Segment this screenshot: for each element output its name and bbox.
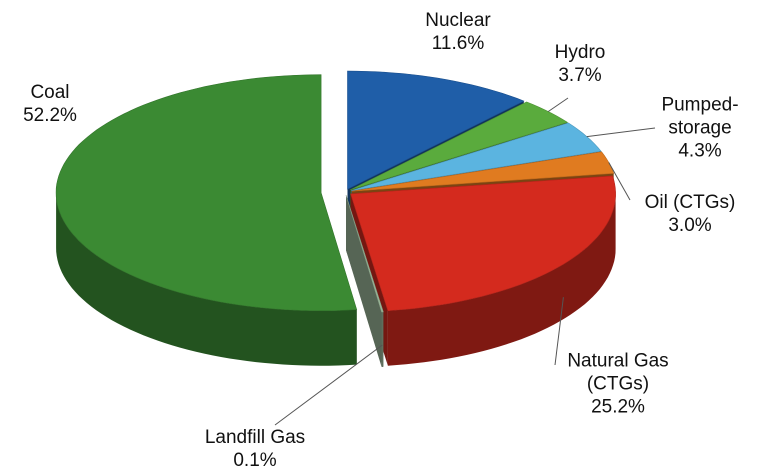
data-label: Oil (CTGs) 3.0% (615, 191, 765, 237)
category-name: Coal (30, 82, 70, 103)
slice (350, 175, 616, 312)
slice-side (56, 192, 357, 366)
value-label: 0.1% (233, 450, 277, 471)
leader-line (586, 127, 656, 138)
category-name: Hydro (554, 42, 606, 63)
category-name: Nuclear (425, 10, 491, 31)
leader-line (548, 97, 569, 112)
value-label: 52.2% (23, 105, 77, 126)
data-label: Coal 52.2% (0, 81, 125, 127)
slice-face (346, 195, 382, 367)
data-label: Landfill Gas 0.1% (180, 426, 330, 471)
data-label: Pumped-storage 4.3% (650, 94, 750, 163)
category-name: Oil (CTGs) (644, 192, 736, 213)
value-label: 4.3% (678, 140, 722, 162)
data-label: Hydro 3.7% (505, 41, 655, 87)
data-label: Natural Gas (CTGs) 25.2% (543, 350, 693, 419)
category-name: Pumped-storage (661, 94, 739, 139)
value-label: 25.2% (591, 396, 645, 418)
leader-line (274, 344, 383, 426)
slice-side (381, 311, 384, 367)
slice (55, 74, 358, 311)
slice (350, 101, 569, 191)
category-name: Landfill Gas (204, 427, 306, 448)
data-label: Nuclear 11.6% (383, 9, 533, 55)
leader-line (608, 162, 631, 201)
value-label: 3.0% (668, 215, 712, 236)
slice (347, 70, 525, 190)
value-label: 11.6% (431, 33, 485, 54)
category-name: Natural Gas (CTGs) (567, 350, 669, 395)
slice-side (387, 193, 616, 366)
value-label: 3.7% (558, 65, 602, 86)
slice (345, 195, 384, 313)
leader-line (554, 297, 564, 366)
